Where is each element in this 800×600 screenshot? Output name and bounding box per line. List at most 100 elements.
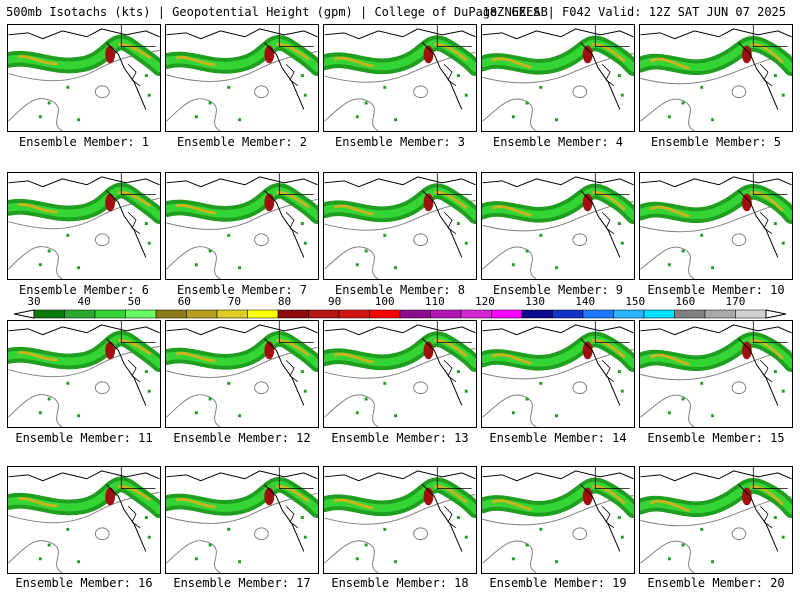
isotach-speckle bbox=[303, 389, 307, 393]
ensemble-member-label: Ensemble Member: 4 bbox=[492, 135, 624, 149]
ensemble-member-label: Ensemble Member: 3 bbox=[334, 135, 466, 149]
height-contour bbox=[640, 394, 695, 427]
isotach-speckle bbox=[464, 93, 468, 97]
jet-stream-max bbox=[750, 484, 784, 506]
isotach-speckle bbox=[700, 233, 704, 237]
isotach-speckle bbox=[208, 249, 212, 253]
jet-stream-max bbox=[750, 338, 784, 360]
height-contour bbox=[731, 233, 747, 247]
isotach-speckle bbox=[208, 543, 212, 547]
ensemble-map-panel bbox=[481, 24, 635, 132]
political-border bbox=[436, 321, 472, 343]
coastline bbox=[640, 28, 792, 40]
height-contour bbox=[8, 98, 63, 131]
coastline bbox=[443, 63, 457, 87]
coastline bbox=[166, 176, 318, 188]
colorbar-swatch bbox=[94, 309, 126, 319]
coastline bbox=[285, 359, 299, 383]
isotach-speckle bbox=[47, 101, 51, 105]
colorbar-tick-label: 30 bbox=[27, 295, 41, 308]
height-contour bbox=[482, 394, 537, 427]
isotach-speckle bbox=[300, 370, 304, 374]
political-border bbox=[752, 321, 788, 343]
isotach-speckle bbox=[667, 263, 671, 267]
jet-stream-max bbox=[423, 341, 434, 360]
jet-stream-max bbox=[582, 487, 593, 506]
isotach-speckle bbox=[394, 414, 398, 418]
ensemble-member-label: Ensemble Member: 11 bbox=[15, 431, 153, 445]
isotach-speckle bbox=[681, 101, 685, 105]
jet-stream-max bbox=[105, 193, 116, 212]
jet-stream-max bbox=[175, 55, 216, 67]
jet-stream-max bbox=[649, 353, 690, 366]
jet-stream-max bbox=[264, 487, 275, 506]
colorbar-swatch bbox=[369, 309, 401, 319]
height-contour bbox=[731, 381, 747, 395]
height-contour bbox=[413, 85, 428, 99]
isotach-speckle bbox=[781, 535, 785, 539]
height-contour bbox=[640, 246, 695, 279]
isotach-speckle bbox=[555, 266, 558, 270]
political-border bbox=[120, 467, 156, 489]
isotach-speckle bbox=[66, 233, 70, 237]
ensemble-map-panel bbox=[639, 320, 793, 428]
isotach-speckle bbox=[227, 85, 231, 89]
ensemble-map-panel bbox=[7, 24, 161, 132]
ensemble-member-label: Ensemble Member: 12 bbox=[173, 431, 311, 445]
coastline bbox=[8, 176, 160, 188]
colorbar-tick-label: 70 bbox=[227, 295, 242, 308]
isotach-speckle bbox=[194, 411, 198, 415]
coastline bbox=[324, 176, 476, 188]
height-contour bbox=[94, 381, 110, 395]
colorbar-swatch bbox=[704, 309, 736, 319]
jet-stream-max bbox=[276, 338, 310, 357]
height-contour bbox=[324, 540, 379, 573]
jet-stream-max bbox=[741, 341, 752, 360]
ensemble-member-label: Ensemble Member: 8 bbox=[334, 283, 466, 297]
isotach-speckle bbox=[700, 381, 704, 385]
isotach-speckle bbox=[394, 560, 398, 564]
isotach-speckle bbox=[781, 389, 785, 393]
isotach-speckle bbox=[208, 101, 212, 105]
isotach-speckle bbox=[667, 115, 671, 119]
jet-stream-max bbox=[592, 338, 626, 359]
colorbar-arrow-right bbox=[765, 309, 787, 319]
coastline bbox=[422, 338, 463, 406]
jet-stream-max bbox=[118, 190, 152, 208]
ensemble-member-label: Ensemble Member: 2 bbox=[176, 135, 308, 149]
isotach-speckle bbox=[620, 241, 624, 245]
coastline bbox=[264, 484, 305, 552]
jet-stream-max bbox=[118, 338, 152, 356]
height-contour bbox=[324, 246, 379, 279]
ensemble-map-panel bbox=[323, 172, 477, 280]
colorbar-arrow-left bbox=[13, 309, 35, 319]
jet-stream-max bbox=[175, 497, 216, 509]
isotach-speckle bbox=[781, 93, 785, 97]
coastline bbox=[759, 359, 773, 383]
map-header: 500mb Isotachs (kts) | Geopotential Heig… bbox=[0, 0, 800, 24]
isotach-speckle bbox=[77, 414, 81, 418]
isotach-speckle bbox=[700, 527, 704, 531]
colorbar-tick-label: 60 bbox=[177, 295, 191, 308]
isotach-speckle bbox=[238, 118, 242, 122]
ensemble-map-panel bbox=[639, 24, 793, 132]
jet-stream-max bbox=[434, 338, 468, 358]
isotach-speckle bbox=[681, 397, 685, 401]
colorbar-swatch bbox=[460, 309, 492, 319]
jet-stream-max bbox=[118, 484, 152, 502]
isotach-speckle bbox=[511, 557, 515, 561]
jet-stream-max bbox=[423, 487, 434, 506]
coastline bbox=[482, 28, 634, 40]
jet-stream-max bbox=[175, 203, 216, 215]
ensemble-map-panel bbox=[323, 320, 477, 428]
isotach-colorbar: 30 40 50 60 70 80 90 100 110 120 130 140 150 160 170 bbox=[13, 295, 787, 320]
isotach-speckle bbox=[394, 266, 398, 270]
political-border bbox=[120, 321, 156, 343]
height-contour bbox=[254, 381, 269, 395]
jet-stream-max bbox=[491, 353, 532, 365]
isotach-speckle bbox=[147, 93, 151, 97]
isotach-speckle bbox=[77, 118, 81, 122]
height-contour bbox=[572, 85, 588, 99]
coastline bbox=[738, 484, 779, 552]
isotach-speckle bbox=[456, 74, 460, 78]
